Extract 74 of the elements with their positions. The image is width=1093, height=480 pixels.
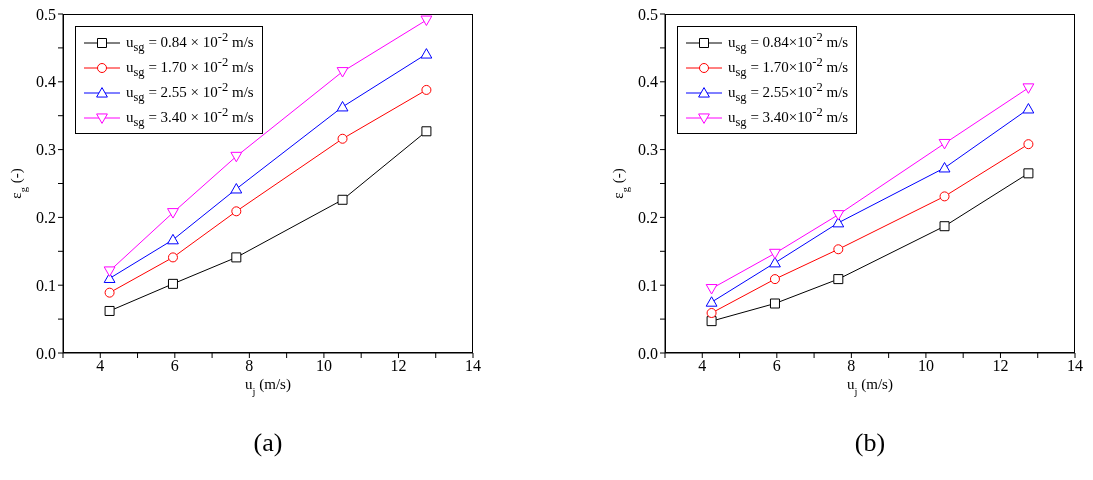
point <box>231 252 242 263</box>
point <box>230 151 243 163</box>
y-tick-label: 0.1 <box>638 276 658 294</box>
y-tick-label: 0.1 <box>36 276 56 294</box>
point <box>939 191 950 202</box>
point <box>421 126 432 137</box>
legend-label: u$_{sg}$ = 3.40×10$^{-2}$ m/s <box>728 105 849 130</box>
x-tick-label: 6 <box>170 357 179 375</box>
legend-label: u$_{sg}$ = 0.84×10$^{-2}$ m/s <box>728 30 849 55</box>
point <box>420 15 433 26</box>
point <box>939 221 950 232</box>
y-tick-label: 0.4 <box>36 73 56 91</box>
x-tick-label: 8 <box>847 357 856 375</box>
y-tick-label: 0.5 <box>36 5 56 23</box>
point <box>167 208 179 219</box>
y-tick-label: 0.3 <box>36 141 56 159</box>
point <box>938 162 951 173</box>
y-tick-label: 0.0 <box>638 344 658 362</box>
x-tick-label: 12 <box>390 357 407 375</box>
point <box>336 67 349 78</box>
point <box>1023 168 1034 179</box>
point <box>167 252 178 263</box>
point <box>421 84 432 95</box>
point <box>832 210 845 221</box>
legend-label: u$_{sg}$ = 2.55×10$^{-2}$ m/s <box>728 80 849 105</box>
x-tick-label: 6 <box>772 357 781 375</box>
point <box>769 256 781 268</box>
point <box>705 284 718 295</box>
x-tick-label: 4 <box>96 357 105 375</box>
x-axis-title: u$_{j}$ (m/s) <box>245 376 291 397</box>
legend-label: u$_{sg}$ = 3.40 × 10$^{-2}$ m/s <box>126 105 254 130</box>
x-tick-label: 4 <box>698 357 707 375</box>
x-tick-label: 10 <box>315 357 332 375</box>
point <box>230 183 243 194</box>
legend-label: u$_{sg}$ = 1.70 × 10$^{-2}$ m/s <box>126 55 254 80</box>
x-tick-label: 8 <box>245 357 254 375</box>
point <box>1023 139 1034 150</box>
y-tick-label: 0.5 <box>638 5 658 23</box>
point <box>705 296 718 307</box>
point <box>104 287 115 298</box>
x-axis-title: u$_{j}$ (m/s) <box>847 376 893 397</box>
legend-label: u$_{sg}$ = 0.84 × 10$^{-2}$ m/s <box>126 30 254 55</box>
x-tick-label: 12 <box>992 357 1009 375</box>
point <box>167 278 178 289</box>
point <box>706 308 717 318</box>
point <box>706 316 717 327</box>
text: (b) <box>853 428 887 458</box>
legend-label: u$_{sg}$ = 1.70×10$^{-2}$ m/s <box>728 55 849 80</box>
text: (a) <box>252 428 284 458</box>
point <box>420 48 433 59</box>
point <box>769 298 780 309</box>
legend-label: u$_{sg}$ = 2.55 × 10$^{-2}$ m/s <box>126 80 254 105</box>
point <box>1022 83 1035 94</box>
point <box>337 194 348 205</box>
point <box>104 305 115 316</box>
y-tick-label: 0.3 <box>638 141 658 159</box>
point <box>833 244 844 255</box>
point <box>833 274 844 285</box>
x-tick-label: 14 <box>465 357 481 375</box>
point <box>336 100 349 112</box>
point <box>231 206 242 217</box>
y-tick-label: 0.0 <box>36 344 56 362</box>
point <box>1022 103 1035 114</box>
point <box>938 138 951 150</box>
point <box>769 274 780 285</box>
y-tick-label: 0.2 <box>638 209 658 227</box>
y-tick-label: 0.4 <box>638 73 658 91</box>
point <box>337 133 348 144</box>
point <box>103 266 116 277</box>
y-tick-label: 0.2 <box>36 209 56 227</box>
point <box>167 233 179 245</box>
point <box>769 248 781 260</box>
x-tick-label: 10 <box>917 357 934 375</box>
x-tick-label: 14 <box>1067 357 1083 375</box>
